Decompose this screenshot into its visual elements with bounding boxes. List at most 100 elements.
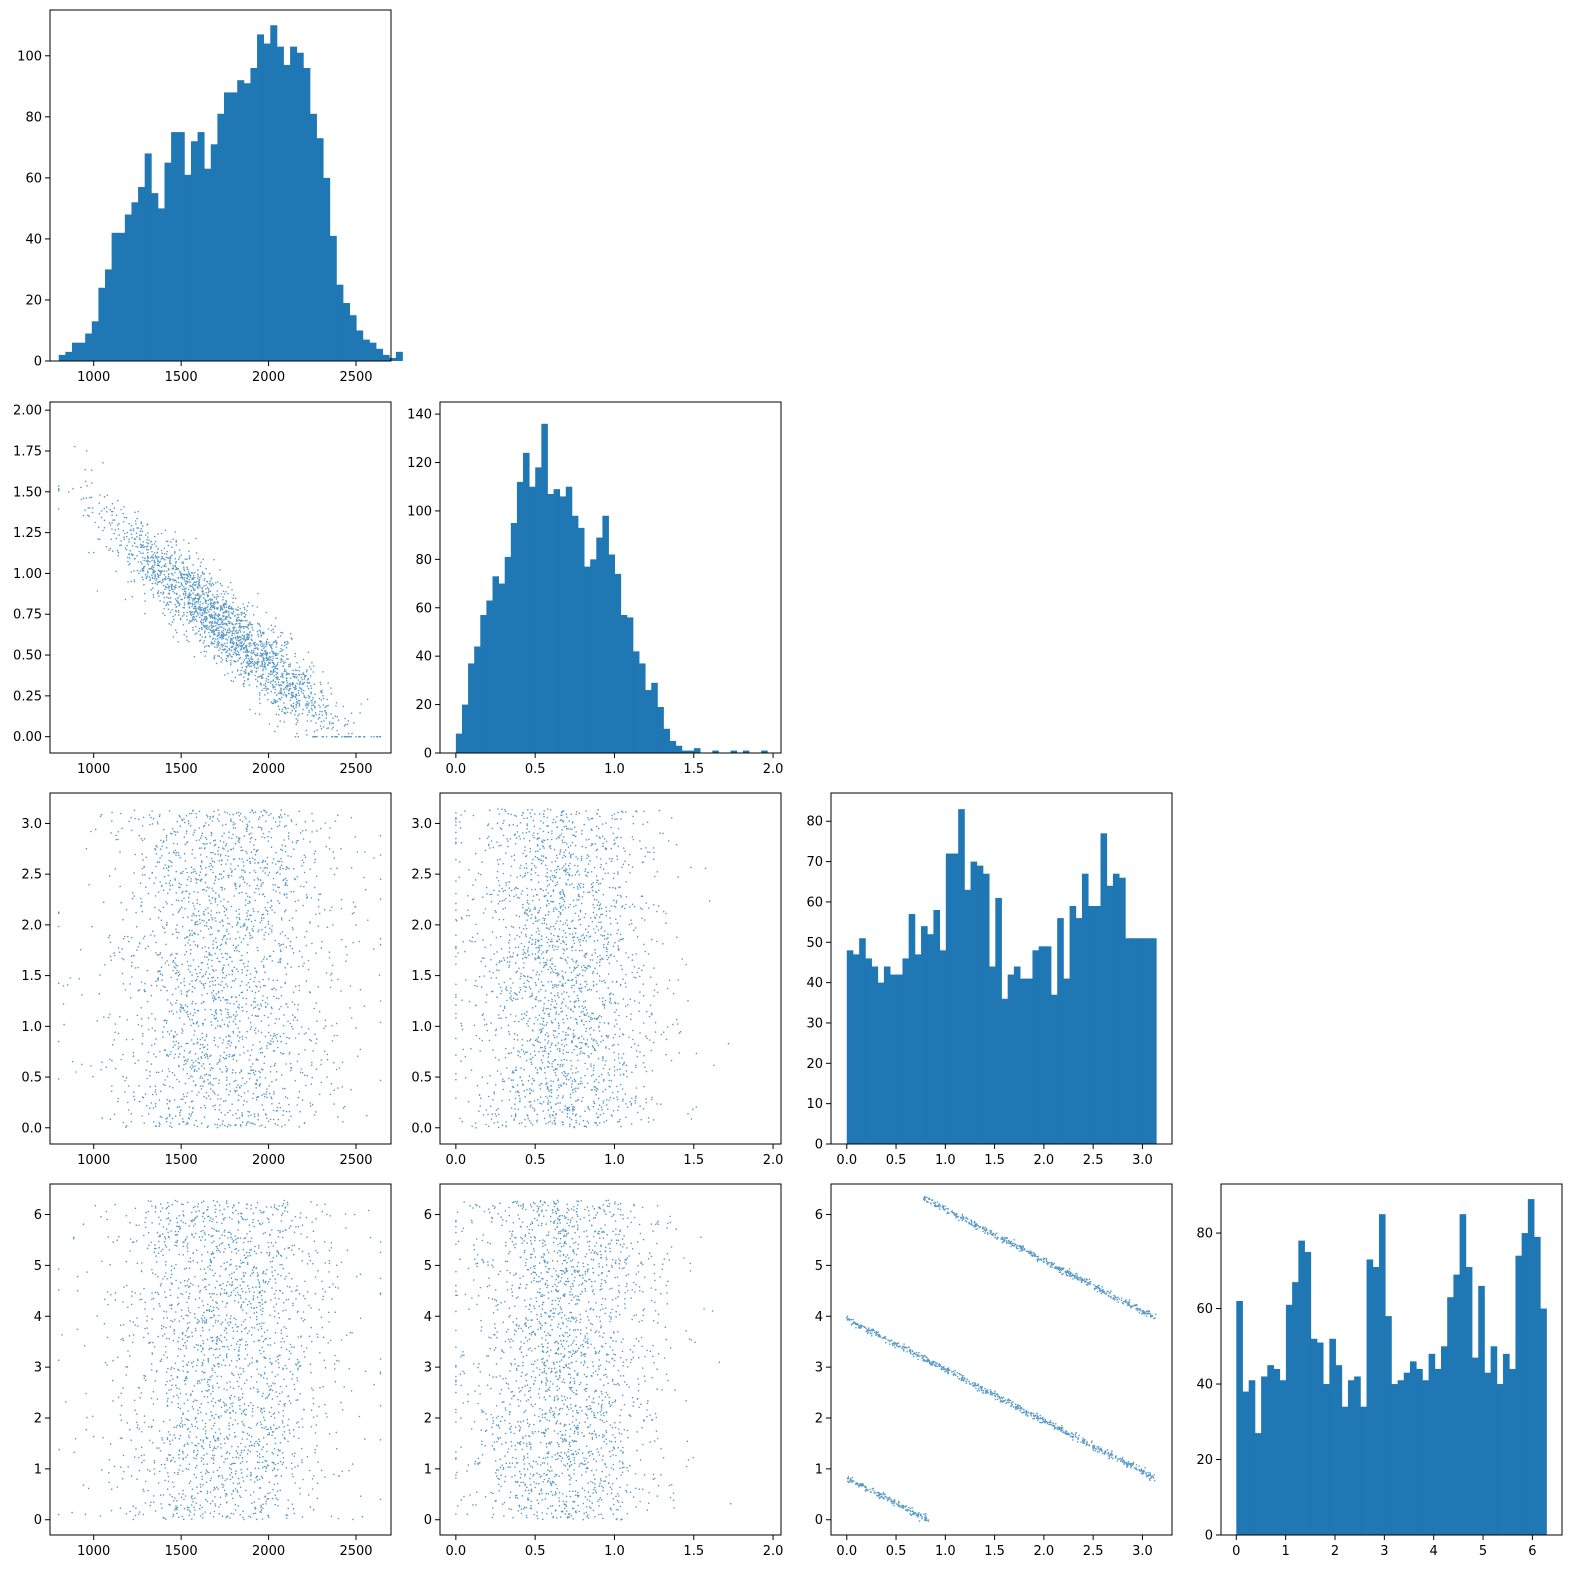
y-tick-label: 80 — [806, 815, 823, 830]
hist-bar — [1119, 877, 1126, 1144]
hist-bar — [1366, 1259, 1374, 1535]
hist-bar — [131, 202, 139, 361]
hist-bar — [590, 559, 597, 753]
hist-bar — [687, 750, 695, 753]
hist-bar — [177, 132, 185, 361]
hist-bar — [939, 950, 947, 1144]
hist-bar — [1397, 1380, 1405, 1535]
hist-bar — [243, 83, 251, 361]
hist-bar — [553, 489, 561, 753]
y-tick-label: 40 — [25, 232, 42, 247]
y-tick-label: 0.0 — [21, 1121, 42, 1136]
hist-bar — [1453, 1274, 1461, 1535]
y-tick-label: 2.5 — [411, 868, 432, 883]
hist-bar — [1403, 1372, 1411, 1535]
hist-bar — [91, 321, 99, 361]
hist-bar — [230, 92, 238, 361]
y-tick-label: 1.5 — [411, 969, 432, 984]
hist-bar — [105, 269, 113, 361]
y-tick-label: 100 — [407, 504, 432, 519]
hist-bar — [362, 339, 370, 361]
hist-bar — [498, 583, 506, 753]
y-tick-label: 6 — [815, 1208, 823, 1223]
hist-bar — [1304, 1251, 1312, 1535]
hist-bar — [1316, 1342, 1324, 1535]
hist-bar — [1360, 1406, 1367, 1535]
hist-bar — [1422, 1380, 1429, 1535]
hist-bar — [541, 423, 548, 753]
hist-bar — [1323, 1384, 1330, 1535]
hist-bar — [1378, 1214, 1386, 1535]
hist-bar — [151, 193, 159, 361]
hist-bar — [516, 481, 524, 753]
x-tick-label: 0.0 — [446, 1153, 467, 1168]
hist-bar — [329, 235, 337, 361]
subplot-r3-c2: 0.0 0.5 1.0 1.5 2.0 2.5 3.0 0 1 2 3 4 5 6 — [815, 1183, 1173, 1559]
hist-bar — [571, 515, 579, 753]
y-tick-label: 3 — [424, 1361, 432, 1376]
axes-frame — [439, 792, 782, 1145]
hist-bar — [958, 809, 965, 1144]
hist-bar — [1057, 918, 1064, 1144]
y-tick-label: 2 — [424, 1412, 432, 1427]
hist-bar — [276, 46, 284, 361]
hist-bar — [675, 745, 683, 753]
hist-bar — [1075, 918, 1083, 1144]
hist-bar — [224, 92, 232, 361]
hist-bar — [547, 493, 554, 753]
x-tick-label: 2000 — [252, 1544, 285, 1559]
hist-bar — [1007, 974, 1015, 1144]
x-tick-label: 1.5 — [683, 1153, 704, 1168]
hist-bar — [1496, 1384, 1504, 1535]
hist-bar — [859, 938, 866, 1144]
hist-bar — [349, 315, 357, 361]
hist-bar — [1248, 1380, 1256, 1535]
hist-bar — [694, 748, 701, 753]
hist-bar — [1292, 1282, 1299, 1535]
hist-bar — [190, 141, 198, 361]
hist-bar — [964, 889, 971, 1144]
y-tick-label: 0 — [1205, 1529, 1213, 1544]
subplot-r2-c1: 0.0 0.5 1.0 1.5 2.0 0.0 0.5 1.0 1.5 2.0 2.5 3.0 — [411, 792, 783, 1168]
y-tick-label: 2.0 — [411, 918, 432, 933]
hist-bar — [250, 67, 258, 362]
y-tick-label: 3 — [34, 1361, 42, 1376]
x-tick-label: 0.0 — [836, 1544, 857, 1559]
x-tick-label: 0 — [1232, 1544, 1240, 1559]
y-tick-label: 10 — [806, 1097, 823, 1112]
hist-bar — [626, 617, 634, 753]
hist-bar — [982, 873, 990, 1144]
subplot-r2-c2: 0.0 0.5 1.0 1.5 2.0 2.5 3.0 0 10 20 30 40 50 60 70 80 — [806, 792, 1173, 1168]
hist-bar — [565, 486, 573, 753]
x-tick-label: 0.5 — [886, 1153, 907, 1168]
hist-bar — [1038, 946, 1046, 1144]
y-tick-label: 2.00 — [13, 404, 42, 419]
axes-frame — [49, 792, 392, 1145]
subplot-r1-c0: 1000 1500 2000 2500 0.00 0.25 0.50 0.75 1.00 1.25… — [13, 401, 392, 777]
hist-bar — [486, 600, 493, 753]
y-tick-label: 0 — [424, 1513, 432, 1528]
hist-bar — [1069, 905, 1077, 1144]
hist-bar — [1088, 905, 1095, 1144]
hist-bar — [504, 556, 512, 753]
hist-bar — [645, 690, 652, 753]
x-tick-label: 0.5 — [525, 1153, 546, 1168]
hist-bar — [118, 232, 126, 361]
y-tick-label: 0.00 — [13, 730, 42, 745]
y-tick-label: 2 — [815, 1412, 823, 1427]
hist-bar — [1428, 1353, 1436, 1535]
hist-bar — [1273, 1368, 1281, 1535]
x-tick-label: 3.0 — [1132, 1544, 1153, 1559]
hist-bar — [184, 174, 192, 361]
x-tick-label: 3.0 — [1132, 1153, 1153, 1168]
hist-bar — [596, 537, 603, 753]
hist-bar — [1441, 1346, 1448, 1535]
y-tick-label: 0.5 — [411, 1071, 432, 1086]
x-tick-label: 2500 — [339, 1153, 372, 1168]
y-tick-label: 140 — [407, 408, 432, 423]
y-tick-label: 100 — [17, 49, 42, 64]
y-tick-label: 1.0 — [21, 1020, 42, 1035]
hist-bar — [1434, 1368, 1442, 1535]
x-tick-label: 1 — [1282, 1544, 1290, 1559]
